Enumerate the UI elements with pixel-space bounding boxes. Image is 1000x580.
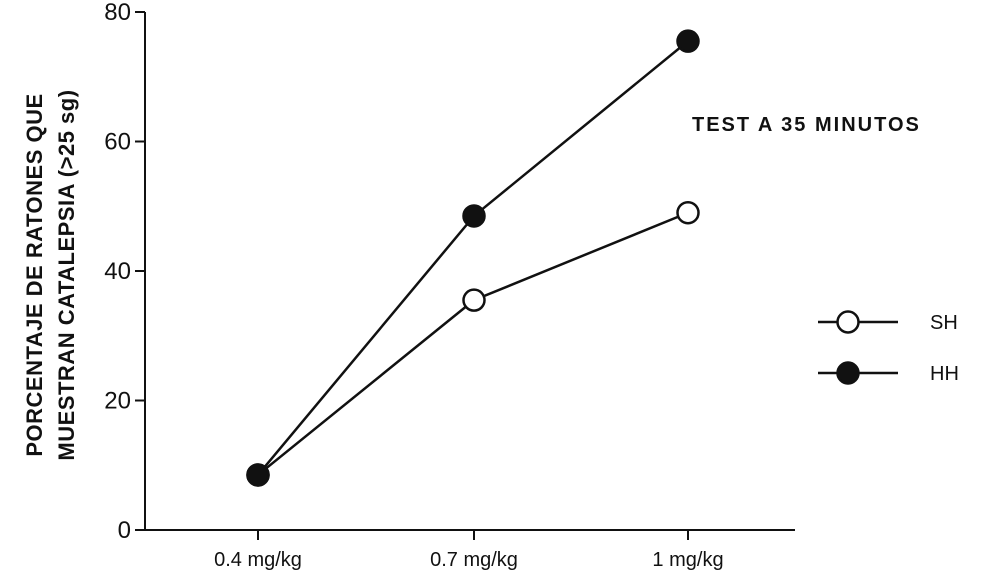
chart-annotation: TEST A 35 MINUTOS [692,114,921,136]
y-axis-ticks: 0 20 40 60 80 [104,0,145,544]
y-axis-title-line2: MUESTRAN CATALEPSIA (>25 sg) [54,89,79,460]
legend-label-sh: SH [930,312,958,334]
y-axis-title: PORCENTAJE DE RATONES QUE MUESTRAN CATAL… [22,89,79,460]
y-tick-label: 60 [104,129,131,156]
x-tick-label: 1 mg/kg [652,549,723,571]
x-tick-label: 0.4 mg/kg [214,549,302,571]
y-axis-title-line1: PORCENTAJE DE RATONES QUE [22,93,47,456]
legend-marker-hh [838,363,859,384]
data-point-sh [678,202,699,223]
legend-label-hh: HH [930,363,959,385]
y-tick-label: 0 [118,517,131,544]
series-line-sh [258,213,688,475]
legend-marker-sh [838,312,859,333]
series-line-hh [258,41,688,475]
y-tick-label: 80 [104,0,131,26]
y-tick-label: 20 [104,388,131,415]
data-point-hh [248,464,269,485]
series-layer [248,31,699,486]
x-tick-label: 0.7 mg/kg [430,549,518,571]
data-point-hh [464,205,485,226]
data-point-sh [464,290,485,311]
y-tick-label: 40 [104,258,131,285]
x-axis-ticks: 0.4 mg/kg 0.7 mg/kg 1 mg/kg [214,530,723,571]
data-point-hh [678,31,699,52]
legend: SH HH [818,312,959,386]
